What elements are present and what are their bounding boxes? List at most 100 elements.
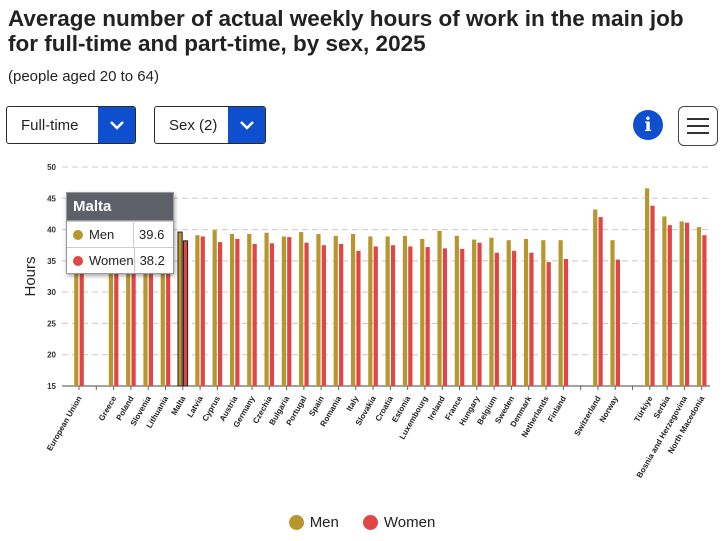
bar-women bbox=[408, 246, 413, 386]
sex-dropdown[interactable]: Sex (2) bbox=[154, 106, 266, 144]
bar-women bbox=[460, 248, 465, 386]
bar-men bbox=[402, 235, 408, 386]
unit-dropdown-label: Full-time bbox=[21, 116, 79, 134]
bar-men bbox=[610, 240, 615, 386]
bar-men bbox=[420, 238, 425, 386]
bar-women bbox=[650, 205, 655, 386]
bar-women bbox=[304, 242, 309, 386]
unit-dropdown[interactable]: Full-time bbox=[6, 106, 136, 144]
bar-men bbox=[454, 235, 459, 386]
bar-women bbox=[529, 252, 534, 386]
bar-men bbox=[126, 232, 131, 386]
bar-men bbox=[645, 188, 650, 386]
chart-subtitle: (people aged 20 to 64) bbox=[8, 68, 159, 85]
bar-women bbox=[79, 245, 84, 386]
y-tick-label: 35 bbox=[47, 257, 56, 266]
sex-dropdown-label: Sex (2) bbox=[169, 116, 218, 134]
bar-men bbox=[281, 236, 286, 386]
legend-item-women[interactable]: Women bbox=[362, 514, 436, 531]
tooltip-title: Malta bbox=[67, 193, 173, 221]
y-tick-label: 15 bbox=[47, 382, 56, 391]
bar-men bbox=[541, 240, 546, 386]
bar-women bbox=[339, 243, 344, 386]
bar-men bbox=[662, 216, 667, 386]
bar-women bbox=[252, 243, 257, 386]
legend-men-label: Men bbox=[309, 514, 339, 531]
bar-men bbox=[264, 232, 269, 386]
legend-women-label: Women bbox=[383, 514, 436, 531]
y-tick-label: 30 bbox=[47, 288, 56, 297]
bar-men bbox=[350, 233, 356, 386]
bar-women bbox=[685, 222, 690, 386]
bar-women bbox=[494, 252, 499, 386]
bar-men bbox=[679, 221, 684, 386]
chart-legend: Men Women bbox=[0, 514, 724, 531]
bar-women bbox=[546, 262, 551, 386]
men-swatch-icon bbox=[288, 515, 304, 530]
bar-men bbox=[74, 235, 79, 386]
tooltip-women-value: 38.2 bbox=[139, 253, 165, 268]
bar-men bbox=[523, 238, 529, 386]
info-icon[interactable]: i bbox=[633, 110, 663, 140]
chevron-down-icon[interactable] bbox=[98, 107, 135, 143]
tooltip-women-name: Women bbox=[89, 253, 134, 268]
bar-women bbox=[563, 258, 569, 386]
bar-women bbox=[269, 243, 275, 386]
bar-women bbox=[148, 241, 153, 386]
bar-men bbox=[558, 240, 563, 386]
bar-women bbox=[390, 245, 396, 386]
bar-women bbox=[321, 245, 326, 386]
bar-men bbox=[437, 230, 442, 386]
bar-men bbox=[160, 233, 165, 386]
tooltip-men-name: Men bbox=[89, 227, 115, 242]
bar-men bbox=[489, 237, 494, 386]
x-tick-label: Italy bbox=[345, 394, 361, 413]
bar-men bbox=[143, 230, 148, 386]
tooltip-row-men: Men 39.6 bbox=[67, 221, 173, 247]
bar-women bbox=[356, 250, 361, 386]
bar-men bbox=[316, 233, 321, 386]
bar-men bbox=[247, 233, 252, 386]
bar-men bbox=[212, 230, 217, 386]
bar-women bbox=[131, 241, 136, 386]
chart-title: Average number of actual weekly hours of… bbox=[8, 6, 684, 56]
bar-men bbox=[333, 235, 338, 386]
bar-women bbox=[442, 248, 448, 386]
bar-women bbox=[373, 246, 378, 386]
women-dot-icon bbox=[73, 255, 83, 266]
bar-men bbox=[299, 232, 304, 386]
legend-item-men[interactable]: Men bbox=[288, 514, 339, 531]
y-tick-label: 50 bbox=[47, 163, 56, 172]
bar-women bbox=[166, 241, 171, 386]
bar-women bbox=[477, 242, 482, 386]
bar-women bbox=[598, 217, 603, 386]
y-tick-label: 20 bbox=[47, 351, 56, 360]
y-tick-label: 45 bbox=[47, 194, 56, 203]
men-dot-icon bbox=[73, 229, 83, 240]
women-swatch-icon bbox=[362, 515, 378, 530]
y-axis-label: Hours bbox=[22, 256, 39, 296]
bar-women bbox=[615, 259, 621, 386]
bar-women bbox=[425, 247, 430, 386]
bar-men bbox=[368, 236, 373, 386]
x-tick-label: Switzerland bbox=[573, 394, 603, 437]
y-tick-label: 40 bbox=[47, 226, 56, 235]
hamburger-menu-icon[interactable] bbox=[678, 106, 718, 146]
bar-men bbox=[385, 236, 390, 386]
bar-men bbox=[229, 233, 235, 386]
bar-women bbox=[217, 242, 223, 386]
bar-women bbox=[182, 240, 189, 387]
bar-women bbox=[667, 225, 672, 386]
x-tick-label: Türkiye bbox=[633, 394, 655, 424]
tooltip-row-women: Women 38.2 bbox=[67, 247, 173, 273]
bar-women bbox=[200, 236, 205, 386]
bar-men bbox=[506, 240, 511, 386]
bar-women bbox=[114, 243, 119, 386]
chevron-down-icon[interactable] bbox=[228, 107, 265, 143]
bar-men bbox=[177, 231, 183, 387]
bar-men bbox=[472, 239, 477, 386]
bar-men bbox=[108, 234, 113, 386]
bar-women bbox=[702, 235, 707, 386]
bar-women bbox=[235, 238, 240, 386]
